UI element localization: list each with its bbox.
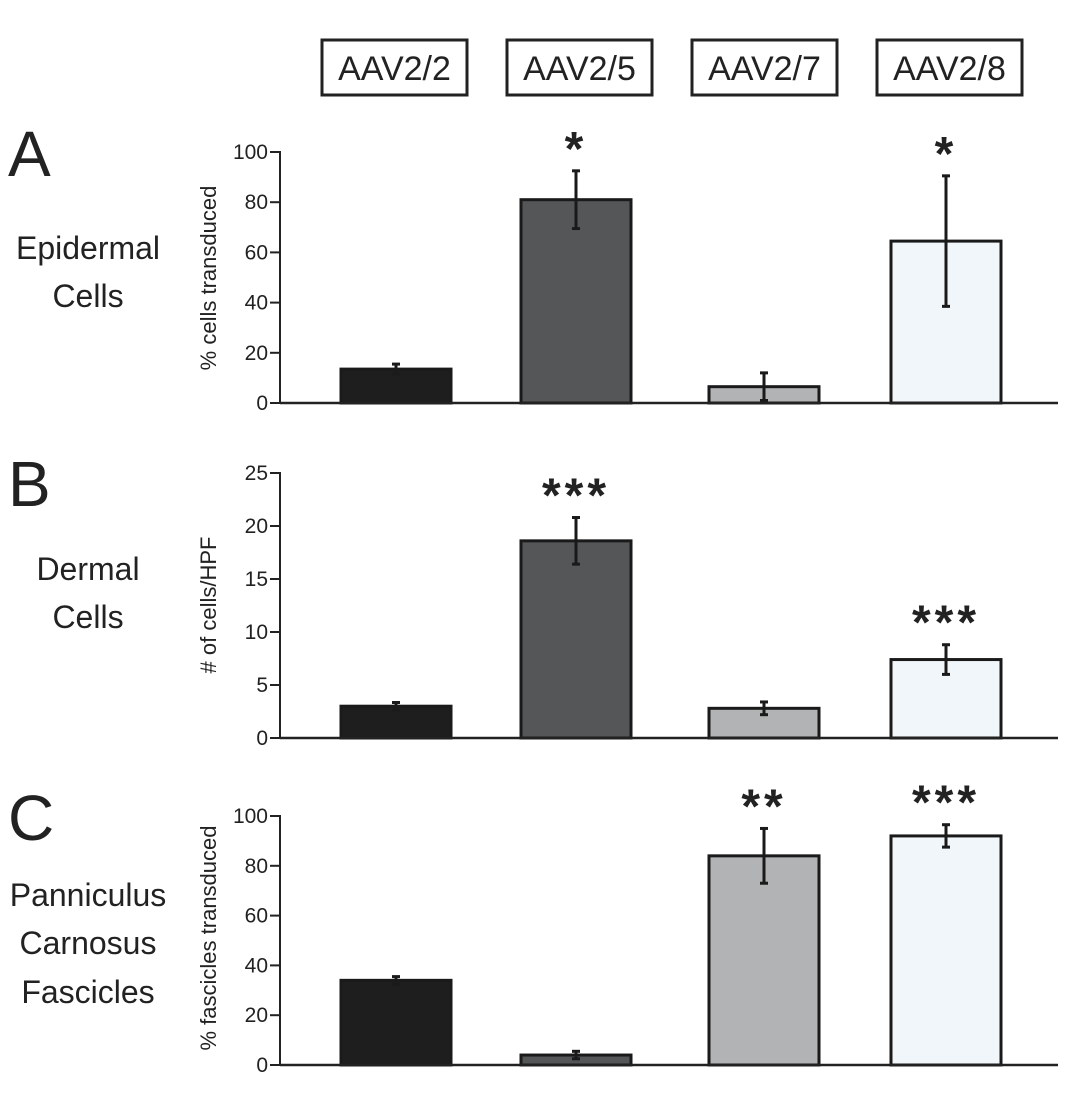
panel-a: A Epidermal Cells % cells transduced 0 20… — [8, 118, 1058, 415]
panel-b-y-tick-label-20: 20 — [245, 515, 268, 538]
panel-b-y-tick-label-15: 15 — [245, 568, 268, 591]
header-aav25: AAV2/5 — [505, 38, 654, 97]
panel-c-label-line-2: Carnosus — [20, 925, 157, 961]
header-aav22: AAV2/2 — [320, 38, 469, 97]
panel-c-ylabel: % fascicles transduced — [196, 826, 221, 1051]
panel-a-letter: A — [8, 118, 51, 190]
panel-a-y-tick-label-20: 20 — [245, 342, 268, 365]
panel-b-ylabel: # of cells/HPF — [196, 537, 221, 674]
panel-b-bar-aav25 — [519, 539, 633, 740]
panel-b-label-line-2: Cells — [52, 599, 123, 635]
panel-b-significance-aav28: *** — [912, 597, 980, 650]
panel-c-y-tick-label-20: 20 — [245, 1004, 268, 1027]
panel-a-y-tick-label-60: 60 — [245, 241, 268, 264]
panel-a-label-line-1: Epidermal — [16, 230, 160, 266]
panel-c-y-tick-label-0: 0 — [256, 1054, 268, 1077]
panel-c-y-tick-label-40: 40 — [245, 954, 268, 977]
panel-a-y-tick-label-0: 0 — [256, 392, 268, 415]
panel-c-significance-aav27: ** — [741, 780, 786, 833]
panel-c: C Panniculus Carnosus Fascicles % fascic… — [8, 777, 1058, 1077]
panel-b-label-line-1: Dermal — [36, 551, 139, 587]
panel-c-y-tick-label-100: 100 — [233, 805, 268, 828]
header-aav27-label: AAV2/7 — [708, 50, 821, 88]
panel-c-significance-aav28: *** — [912, 777, 980, 830]
panel-a-significance-aav28: * — [935, 128, 958, 181]
panel-a-bar-aav25 — [519, 198, 633, 405]
panel-a-significance-aav25: * — [565, 123, 588, 176]
panel-b-significance-aav25: *** — [542, 470, 610, 523]
panel-c-label-line-1: Panniculus — [10, 877, 167, 913]
panel-a-ylabel: % cells transduced — [196, 186, 221, 371]
panel-b-plot: 0 5 10 15 20 25 *** *** — [245, 462, 1058, 750]
panel-c-y-tick-label-80: 80 — [245, 855, 268, 878]
panel-c-label-line-3: Fascicles — [21, 974, 154, 1010]
panel-b-y-tick-label-5: 5 — [256, 674, 268, 697]
panel-c-bar-aav28 — [889, 834, 1003, 1067]
panel-c-bar-aav22 — [339, 978, 453, 1067]
panel-b-y-tick-label-0: 0 — [256, 727, 268, 750]
panel-a-y-tick-label-80: 80 — [245, 191, 268, 214]
panel-a-label-line-2: Cells — [52, 278, 123, 314]
panel-b: B Dermal Cells # of cells/HPF 0 5 10 15 20 25… — [8, 448, 1058, 750]
header-aav28-label: AAV2/8 — [893, 50, 1006, 88]
panel-a-y-tick-label-100: 100 — [233, 141, 268, 164]
header-aav22-label: AAV2/2 — [338, 50, 451, 88]
panel-b-letter: B — [8, 448, 51, 520]
header-row: AAV2/2 AAV2/5 AAV2/7 AAV2/8 — [320, 38, 1024, 97]
header-aav25-label: AAV2/5 — [523, 50, 636, 88]
panel-c-bar-aav27 — [707, 854, 821, 1067]
header-aav27: AAV2/7 — [690, 38, 839, 97]
panel-b-y-tick-label-25: 25 — [245, 462, 268, 485]
panel-c-letter: C — [8, 782, 54, 854]
panel-a-y-tick-label-40: 40 — [245, 292, 268, 315]
panel-b-y-tick-label-10: 10 — [245, 621, 268, 644]
header-aav28: AAV2/8 — [875, 38, 1024, 97]
panel-c-y-tick-label-60: 60 — [245, 905, 268, 928]
panel-a-plot: 0 20 40 60 80 100 * * — [233, 123, 1058, 415]
